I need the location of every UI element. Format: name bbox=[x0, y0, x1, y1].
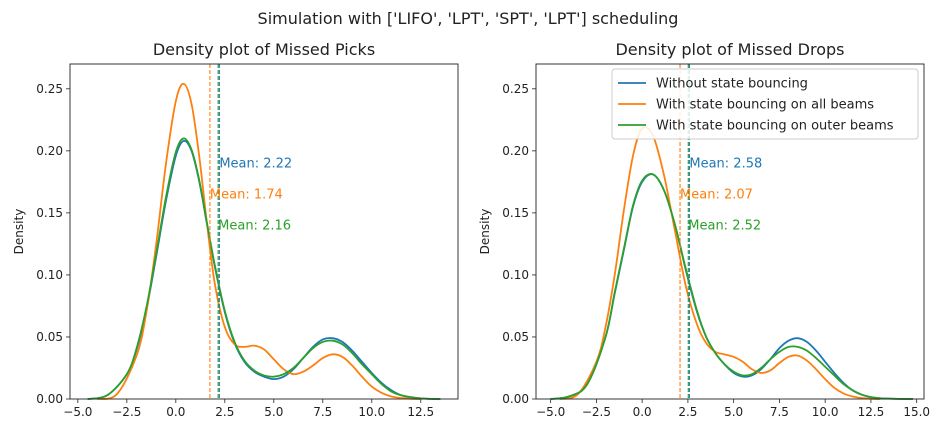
legend-entry: Without state bouncing bbox=[656, 77, 808, 92]
mean-label-series-3: Mean: 2.16 bbox=[218, 218, 291, 233]
axes-frame bbox=[69, 63, 459, 400]
right-density-plot: Density plot of Missed Drops Density −5.0 −… bbox=[478, 40, 930, 419]
legend-entry: With state bouncing on all beams bbox=[656, 98, 874, 113]
y-tick-label: 0.25 bbox=[502, 82, 529, 96]
axes-frame bbox=[535, 63, 925, 400]
x-tick-label: 2.5 bbox=[215, 405, 234, 419]
x-tick-label: 5.0 bbox=[724, 405, 743, 419]
y-tick-label: 0.25 bbox=[36, 82, 63, 96]
x-tick-label: 0.0 bbox=[166, 405, 185, 419]
x-tick-label: 10.0 bbox=[812, 405, 839, 419]
mean-label-series-2: Mean: 1.74 bbox=[210, 187, 283, 202]
y-axis-label: Density bbox=[478, 209, 492, 255]
y-tick-label: 0.10 bbox=[502, 268, 529, 282]
y-tick-label: 0.05 bbox=[36, 330, 63, 344]
y-tick-label: 0.10 bbox=[36, 268, 63, 282]
y-tick-label: 0.15 bbox=[36, 206, 63, 220]
y-axis-label: Density bbox=[12, 209, 26, 255]
y-tick-label: 0.05 bbox=[502, 330, 529, 344]
mean-label-series-1: Mean: 2.58 bbox=[689, 156, 762, 171]
legend-box bbox=[611, 68, 919, 140]
y-tick-label: 0.00 bbox=[502, 392, 529, 406]
x-tick-label: 15.0 bbox=[903, 405, 930, 419]
plot-title: Density plot of Missed Picks bbox=[153, 40, 375, 59]
legend-entry: With state bouncing on outer beams bbox=[656, 119, 894, 134]
mean-label-series-1: Mean: 2.22 bbox=[219, 156, 292, 171]
x-tick-label: 7.5 bbox=[770, 405, 789, 419]
density-curve-series-2 bbox=[559, 126, 881, 400]
x-tick-label: −5.0 bbox=[63, 405, 92, 419]
x-tick-label: 7.5 bbox=[313, 405, 332, 419]
mean-label-series-3: Mean: 2.52 bbox=[688, 218, 761, 233]
x-tick-label: 2.5 bbox=[678, 405, 697, 419]
x-tick-label: −2.5 bbox=[582, 405, 611, 419]
x-tick-label: −5.0 bbox=[536, 405, 565, 419]
y-tick-label: 0.15 bbox=[502, 206, 529, 220]
y-tick-label: 0.20 bbox=[502, 144, 529, 158]
plot-title: Density plot of Missed Drops bbox=[615, 40, 844, 59]
x-tick-label: 12.5 bbox=[858, 405, 885, 419]
x-tick-label: 0.0 bbox=[633, 405, 652, 419]
density-curve-series-3 bbox=[87, 137, 441, 400]
y-tick-label: 0.00 bbox=[36, 392, 63, 406]
x-tick-label: 10.0 bbox=[358, 405, 385, 419]
figure-suptitle: Simulation with ['LIFO', 'LPT', 'SPT', '… bbox=[258, 9, 679, 28]
y-tick-label: 0.20 bbox=[36, 144, 63, 158]
left-density-plot: Density plot of Missed Picks Density −5.0 −… bbox=[12, 40, 459, 419]
x-tick-label: 5.0 bbox=[264, 405, 283, 419]
x-tick-label: 12.5 bbox=[407, 405, 434, 419]
mean-label-series-2: Mean: 2.07 bbox=[680, 187, 753, 202]
density-curve-series-3 bbox=[550, 173, 914, 400]
x-tick-label: −2.5 bbox=[112, 405, 141, 419]
density-curve-series-2 bbox=[97, 82, 421, 400]
